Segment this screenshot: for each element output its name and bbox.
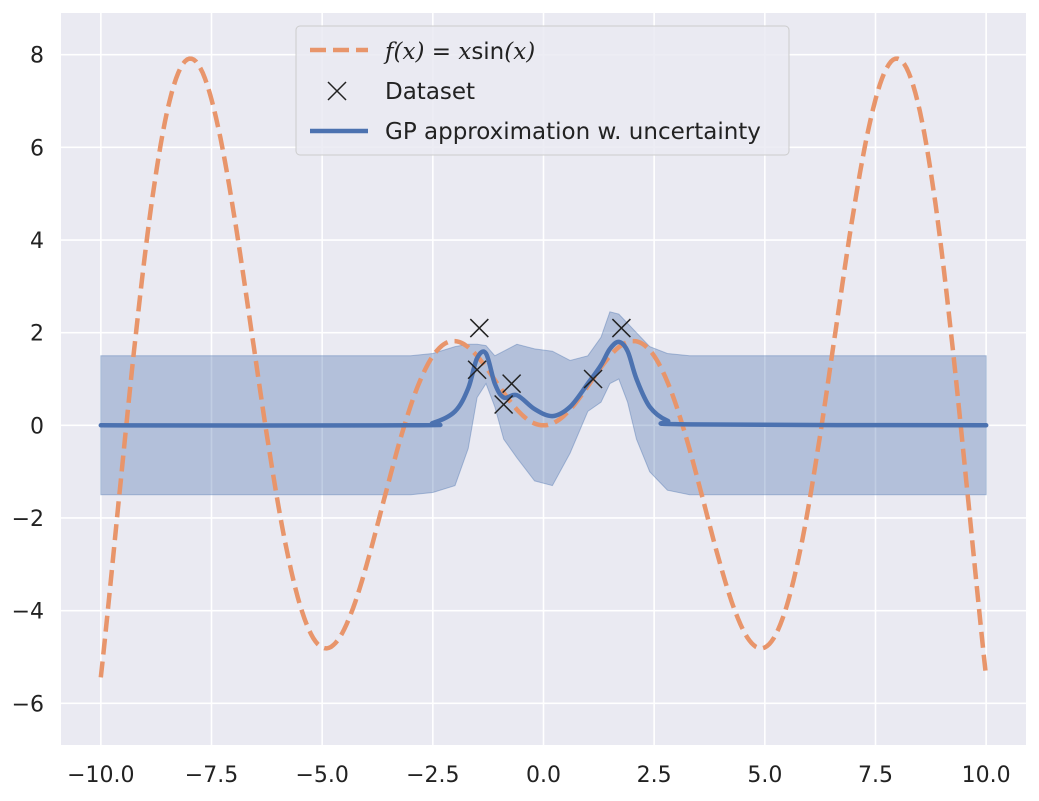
function-line bbox=[98, 56, 989, 678]
y-tick-label: −4 bbox=[12, 600, 44, 625]
uncertainty-band-layer bbox=[100, 311, 987, 496]
y-tick-label: 2 bbox=[30, 322, 44, 347]
x-tick-label: 0.0 bbox=[526, 763, 561, 788]
legend-dataset-marker bbox=[327, 81, 347, 101]
dataset-point bbox=[469, 318, 489, 338]
function-line-layer bbox=[98, 56, 989, 678]
legend-function-label: f(x) = xsin(x) bbox=[383, 39, 535, 65]
gp-mean-line bbox=[98, 339, 989, 428]
dataset-point bbox=[583, 369, 603, 389]
y-tick-label: −2 bbox=[12, 507, 44, 532]
dataset-point bbox=[467, 360, 487, 380]
y-tick-labels: −6 −4 −2 0 2 4 6 8 bbox=[12, 44, 44, 718]
legend-dataset-label: Dataset bbox=[385, 79, 475, 105]
x-tick-label: 7.5 bbox=[858, 763, 893, 788]
dataset-point bbox=[611, 318, 631, 338]
x-tick-label: 10.0 bbox=[962, 763, 1011, 788]
uncertainty-band bbox=[100, 311, 987, 496]
y-tick-label: 8 bbox=[30, 44, 44, 69]
legend-gp-label: GP approximation w. uncertainty bbox=[385, 119, 761, 145]
x-tick-label: 2.5 bbox=[637, 763, 672, 788]
x-tick-label: −2.5 bbox=[406, 763, 459, 788]
gp-line-layer bbox=[98, 339, 989, 428]
x-tick-label: −10.0 bbox=[67, 763, 134, 788]
y-tick-label: 6 bbox=[30, 136, 44, 161]
x-tick-label: 5.0 bbox=[747, 763, 782, 788]
dataset-point bbox=[502, 374, 522, 394]
legend: f(x) = xsin(x) Dataset GP approximation … bbox=[295, 25, 790, 156]
x-tick-label: −5.0 bbox=[295, 763, 348, 788]
y-tick-label: −6 bbox=[12, 692, 44, 717]
legend-frame bbox=[295, 25, 790, 156]
y-tick-label: 0 bbox=[30, 414, 44, 439]
dataset-markers bbox=[467, 318, 631, 415]
x-tick-labels: −10.0 −7.5 −5.0 −2.5 0.0 2.5 5.0 7.5 10.0 bbox=[67, 763, 1011, 788]
x-tick-label: −7.5 bbox=[185, 763, 238, 788]
y-tick-label: 4 bbox=[30, 229, 44, 254]
dataset-point bbox=[494, 394, 514, 415]
